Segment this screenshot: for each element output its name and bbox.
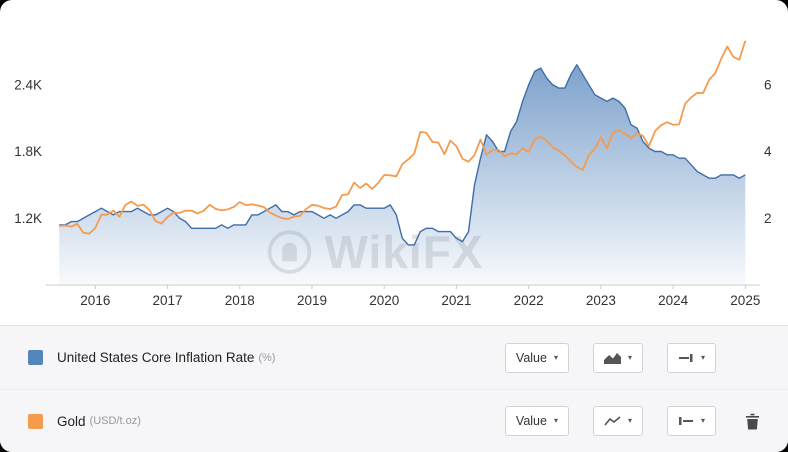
line-style-icon: [678, 353, 693, 362]
chevron-down-icon: ▾: [700, 352, 705, 362]
svg-text:6: 6: [764, 77, 772, 92]
chevron-down-icon: ▾: [553, 352, 558, 362]
delete-series-button[interactable]: [745, 413, 760, 430]
svg-text:2021: 2021: [441, 293, 471, 308]
series-swatch-core-inflation: [28, 350, 43, 365]
value-dropdown[interactable]: Value ▾: [504, 342, 569, 373]
svg-text:2025: 2025: [730, 293, 760, 308]
svg-text:2024: 2024: [658, 293, 689, 308]
series-label-gold: Gold: [57, 413, 86, 429]
area-chart-icon: [603, 352, 621, 364]
chevron-down-icon: ▾: [627, 352, 632, 362]
value-dropdown-label: Value: [515, 350, 547, 365]
svg-text:2020: 2020: [369, 293, 399, 308]
svg-text:2016: 2016: [80, 293, 110, 308]
svg-text:2019: 2019: [297, 293, 327, 308]
legend-row-gold: Gold (USD/t.oz) Value ▾ ▾: [0, 389, 788, 452]
svg-text:2: 2: [764, 211, 772, 226]
series-controls-core-inflation: Value ▾ ▾ ▾: [504, 342, 764, 373]
svg-text:2022: 2022: [514, 293, 544, 308]
value-dropdown-label: Value: [515, 414, 547, 428]
series-unit-core-inflation: (%): [258, 351, 276, 364]
value-dropdown[interactable]: Value ▾: [504, 406, 569, 436]
series-controls-gold: Value ▾ ▾ ▾: [504, 406, 764, 436]
series-label-core-inflation: United States Core Inflation Rate: [57, 350, 255, 365]
chevron-down-icon: ▾: [553, 416, 558, 425]
svg-text:1.8K: 1.8K: [14, 144, 42, 159]
line-chart-icon: [604, 416, 621, 426]
trash-icon: [745, 413, 759, 429]
chevron-down-icon: ▾: [700, 416, 705, 425]
svg-text:4: 4: [764, 144, 772, 159]
svg-text:2023: 2023: [586, 293, 616, 308]
chart-type-dropdown[interactable]: ▾: [592, 342, 643, 373]
line-style-dropdown[interactable]: ▾: [666, 406, 716, 436]
line-style-dropdown[interactable]: ▾: [666, 342, 716, 373]
svg-text:2.4K: 2.4K: [14, 77, 42, 92]
svg-text:1.2K: 1.2K: [14, 211, 42, 226]
trash-slot: [740, 413, 764, 430]
chart-canvas[interactable]: 2016 2017 2018 2019 2020 2021 2022 2023 2024 2025…: [0, 0, 788, 325]
chart-area: WikiFX 201620172018201920202021202220232…: [0, 0, 788, 325]
legend-panel: United States Core Inflation Rate (%) Va…: [0, 325, 788, 452]
series-swatch-gold: [28, 413, 43, 429]
chevron-down-icon: ▾: [627, 416, 632, 425]
svg-text:2017: 2017: [153, 293, 183, 308]
series-unit-gold: (USD/t.oz): [89, 415, 141, 427]
line-style-icon: [678, 417, 693, 425]
legend-row-core-inflation: United States Core Inflation Rate (%) Va…: [0, 326, 788, 389]
svg-text:2018: 2018: [225, 293, 255, 308]
chart-type-dropdown[interactable]: ▾: [592, 406, 643, 436]
